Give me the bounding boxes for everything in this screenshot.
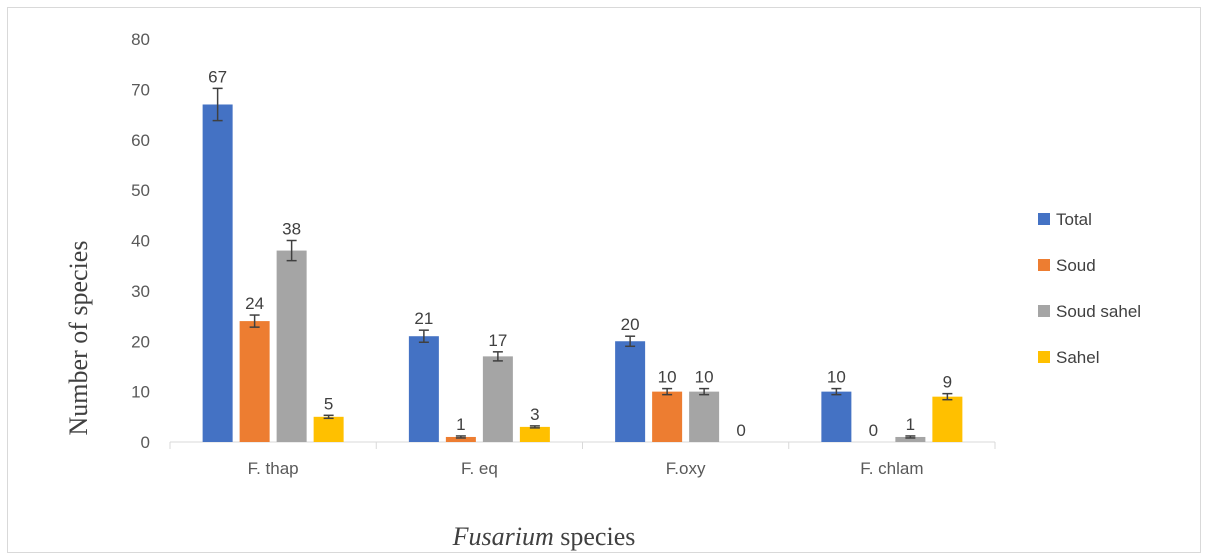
- legend-label: Soud: [1056, 256, 1096, 275]
- y-tick-label: 60: [131, 131, 150, 150]
- legend-swatch: [1038, 305, 1050, 317]
- x-tick-label: F. eq: [461, 459, 498, 478]
- bar: [615, 341, 646, 442]
- data-label: 10: [695, 368, 714, 387]
- data-label: 38: [282, 220, 301, 239]
- y-tick-label: 20: [131, 332, 150, 351]
- error-bars: [212, 87, 953, 439]
- bar: [482, 356, 513, 442]
- legend: Total Soud Soud sahel Sahel: [1038, 210, 1141, 367]
- x-tick-label: F. chlam: [860, 459, 923, 478]
- data-label: 5: [324, 394, 333, 413]
- data-label: 67: [208, 67, 227, 86]
- bar: [239, 321, 270, 442]
- data-label: 21: [414, 309, 433, 328]
- y-tick-label: 30: [131, 282, 150, 301]
- y-tick-label: 0: [141, 433, 150, 452]
- y-tick-label: 80: [131, 30, 150, 49]
- bar: [895, 436, 926, 442]
- bar: [689, 391, 720, 442]
- bar: [821, 391, 852, 442]
- data-label: 0: [869, 421, 878, 440]
- bars: [202, 104, 963, 443]
- data-label: 0: [736, 421, 745, 440]
- data-label: 1: [456, 415, 465, 434]
- bar: [276, 250, 307, 442]
- legend-label: Soud sahel: [1056, 302, 1141, 321]
- y-tick-label: 70: [131, 80, 150, 99]
- legend-label: Total: [1056, 210, 1092, 229]
- data-label: 9: [943, 373, 952, 392]
- legend-swatch: [1038, 213, 1050, 225]
- legend-label: Sahel: [1056, 348, 1099, 367]
- x-tick-label: F.oxy: [666, 459, 706, 478]
- data-label: 20: [621, 315, 640, 334]
- bar: [202, 104, 233, 443]
- bar: [408, 336, 439, 442]
- x-axis-title-rest: species: [554, 522, 636, 551]
- data-label: 1: [906, 415, 915, 434]
- data-label: 24: [245, 294, 264, 313]
- data-label: 3: [530, 405, 539, 424]
- data-label: 10: [658, 368, 677, 387]
- x-tick-label: F. thap: [248, 459, 299, 478]
- bar: [932, 396, 963, 442]
- y-axis-ticks: 0 10 20 30 40 50 60 70 80: [131, 30, 150, 452]
- x-axis: [169, 441, 996, 449]
- bar: [519, 426, 550, 442]
- bar: [445, 436, 476, 442]
- legend-swatch: [1038, 351, 1050, 363]
- bar: [652, 391, 683, 442]
- y-tick-label: 40: [131, 232, 150, 251]
- chart-frame: 0 10 20 30 40 50 60 70 80 67 24 38 5 21 1 17 3 20 10 10 0 10…: [7, 7, 1201, 553]
- x-axis-title-italic: Fusarium: [452, 522, 554, 551]
- data-label: 10: [827, 368, 846, 387]
- data-label: 17: [488, 331, 507, 350]
- data-labels: 67 24 38 5 21 1 17 3 20 10 10 0 10 0 1 9: [208, 67, 952, 440]
- x-axis-ticks: F. thap F. eq F.oxy F. chlam: [248, 459, 924, 478]
- y-axis-title: Number of species: [64, 241, 93, 436]
- legend-swatch: [1038, 259, 1050, 271]
- y-tick-label: 10: [131, 383, 150, 402]
- bar: [313, 416, 344, 442]
- y-tick-label: 50: [131, 181, 150, 200]
- x-axis-title: Fusarium species: [452, 522, 636, 551]
